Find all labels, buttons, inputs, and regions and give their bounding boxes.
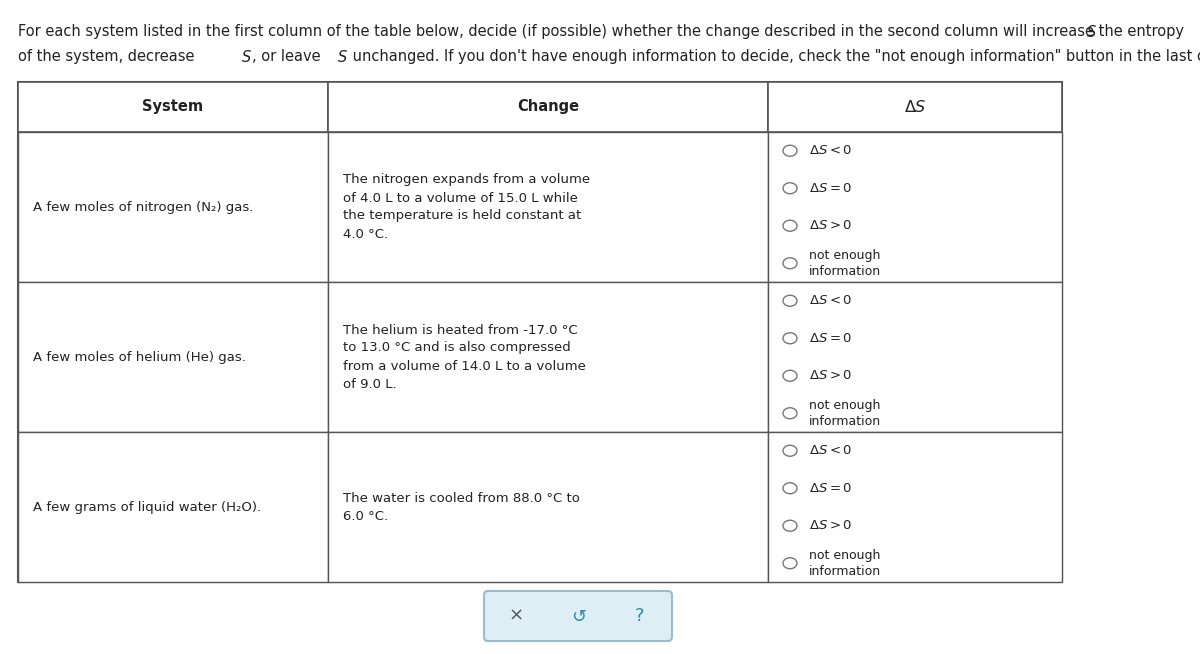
Ellipse shape: [784, 145, 797, 156]
Text: A few grams of liquid water (H₂O).: A few grams of liquid water (H₂O).: [32, 500, 262, 513]
Text: $\Delta S < 0$: $\Delta S < 0$: [809, 294, 852, 307]
Text: System: System: [143, 99, 204, 114]
Bar: [18, 282, 328, 432]
Bar: [18, 82, 1062, 582]
Ellipse shape: [784, 520, 797, 531]
Ellipse shape: [784, 370, 797, 381]
Text: of the system, decrease: of the system, decrease: [18, 49, 199, 64]
Text: $\circlearrowleft$: $\circlearrowleft$: [569, 607, 588, 625]
Bar: [328, 82, 768, 132]
Text: $\Delta S > 0$: $\Delta S > 0$: [809, 219, 852, 232]
Bar: [18, 132, 328, 282]
Text: , or leave: , or leave: [252, 49, 325, 64]
Text: $S$: $S$: [1086, 24, 1097, 40]
Text: unchanged. If you don't have enough information to decide, check the "not enough: unchanged. If you don't have enough info…: [348, 49, 1200, 64]
Text: $S$: $S$: [337, 49, 348, 65]
Text: The nitrogen expands from a volume
of 4.0 L to a volume of 15.0 L while
the temp: The nitrogen expands from a volume of 4.…: [343, 173, 590, 241]
Text: $\Delta S > 0$: $\Delta S > 0$: [809, 370, 852, 382]
Ellipse shape: [784, 258, 797, 269]
Bar: [768, 282, 1062, 432]
Text: For each system listed in the first column of the table below, decide (if possib: For each system listed in the first colu…: [18, 24, 1189, 39]
Text: The water is cooled from 88.0 °C to
6.0 °C.: The water is cooled from 88.0 °C to 6.0 …: [343, 492, 580, 523]
Text: $\Delta S = 0$: $\Delta S = 0$: [809, 482, 852, 494]
Text: A few moles of helium (He) gas.: A few moles of helium (He) gas.: [32, 351, 246, 364]
Ellipse shape: [784, 182, 797, 194]
Ellipse shape: [784, 333, 797, 344]
Text: not enough
information: not enough information: [809, 549, 881, 577]
Text: $\Delta S$: $\Delta S$: [904, 99, 926, 115]
Ellipse shape: [784, 407, 797, 419]
Bar: [328, 282, 768, 432]
Bar: [328, 132, 768, 282]
Bar: [18, 82, 328, 132]
Text: $S$: $S$: [241, 49, 252, 65]
Text: $\Delta S = 0$: $\Delta S = 0$: [809, 182, 852, 195]
Bar: [768, 82, 1062, 132]
Text: $\Delta S = 0$: $\Delta S = 0$: [809, 332, 852, 345]
Text: A few moles of nitrogen (N₂) gas.: A few moles of nitrogen (N₂) gas.: [32, 201, 253, 213]
Bar: [768, 132, 1062, 282]
Ellipse shape: [784, 445, 797, 456]
Text: $\Delta S < 0$: $\Delta S < 0$: [809, 145, 852, 157]
Bar: [328, 432, 768, 582]
Text: ?: ?: [635, 607, 644, 625]
Ellipse shape: [784, 220, 797, 232]
FancyBboxPatch shape: [484, 591, 672, 641]
Bar: [768, 432, 1062, 582]
Text: ×: ×: [509, 607, 523, 625]
Ellipse shape: [784, 295, 797, 306]
Bar: [18, 432, 328, 582]
Ellipse shape: [784, 483, 797, 494]
Text: $\Delta S < 0$: $\Delta S < 0$: [809, 444, 852, 457]
Text: $\Delta S > 0$: $\Delta S > 0$: [809, 519, 852, 532]
Ellipse shape: [784, 558, 797, 569]
Text: Change: Change: [517, 99, 580, 114]
Text: not enough
information: not enough information: [809, 249, 881, 278]
Text: The helium is heated from -17.0 °C
to 13.0 °C and is also compressed
from a volu: The helium is heated from -17.0 °C to 13…: [343, 324, 586, 390]
Text: not enough
information: not enough information: [809, 399, 881, 428]
